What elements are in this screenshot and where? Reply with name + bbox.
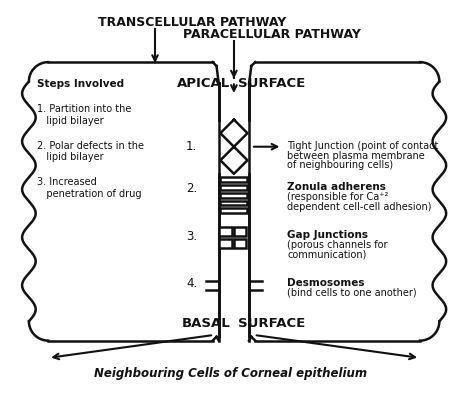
Bar [219,227,232,236]
Text: 1. Partition into the
   lipid bilayer: 1. Partition into the lipid bilayer [36,104,131,126]
Bar [220,177,247,182]
Bar [220,200,247,205]
Text: TRANSCELLULAR PATHWAY: TRANSCELLULAR PATHWAY [98,16,286,29]
Text: 3. Increased
   penetration of drug: 3. Increased penetration of drug [36,177,141,199]
Text: Neighbouring Cells of Corneal epithelium: Neighbouring Cells of Corneal epithelium [94,367,367,380]
Text: SURFACE: SURFACE [238,77,305,90]
Text: 1.: 1. [186,140,197,153]
Text: BASAL: BASAL [181,317,230,330]
Bar [220,185,247,190]
Bar [234,227,246,236]
Text: (porous channels for: (porous channels for [287,240,388,250]
Text: Gap Junctions: Gap Junctions [287,230,368,240]
Bar [220,193,247,198]
Text: (bind cells to one another): (bind cells to one another) [287,288,417,298]
Text: 2.: 2. [186,183,197,195]
Text: of neighbouring cells): of neighbouring cells) [287,160,393,170]
Text: between plasma membrane: between plasma membrane [287,150,425,161]
Bar [220,208,247,213]
Text: (responsible for Ca⁺²: (responsible for Ca⁺² [287,192,389,202]
Text: SURFACE: SURFACE [238,317,305,330]
Text: dependent cell-cell adhesion): dependent cell-cell adhesion) [287,202,432,212]
Text: 4.: 4. [186,278,197,291]
Bar [234,239,246,248]
Text: communication): communication) [287,250,366,260]
Text: PARACELLULAR PATHWAY: PARACELLULAR PATHWAY [182,27,360,40]
Text: 3.: 3. [186,229,197,243]
Text: Zonula adherens: Zonula adherens [287,182,386,192]
Bar [219,239,232,248]
Text: Desmosomes: Desmosomes [287,278,365,288]
Text: Tight Junction (point of contact: Tight Junction (point of contact [287,141,438,151]
Text: Steps Involved: Steps Involved [36,79,124,89]
Text: 2. Polar defects in the
   lipid bilayer: 2. Polar defects in the lipid bilayer [36,141,144,162]
Text: APICAL: APICAL [177,77,230,90]
